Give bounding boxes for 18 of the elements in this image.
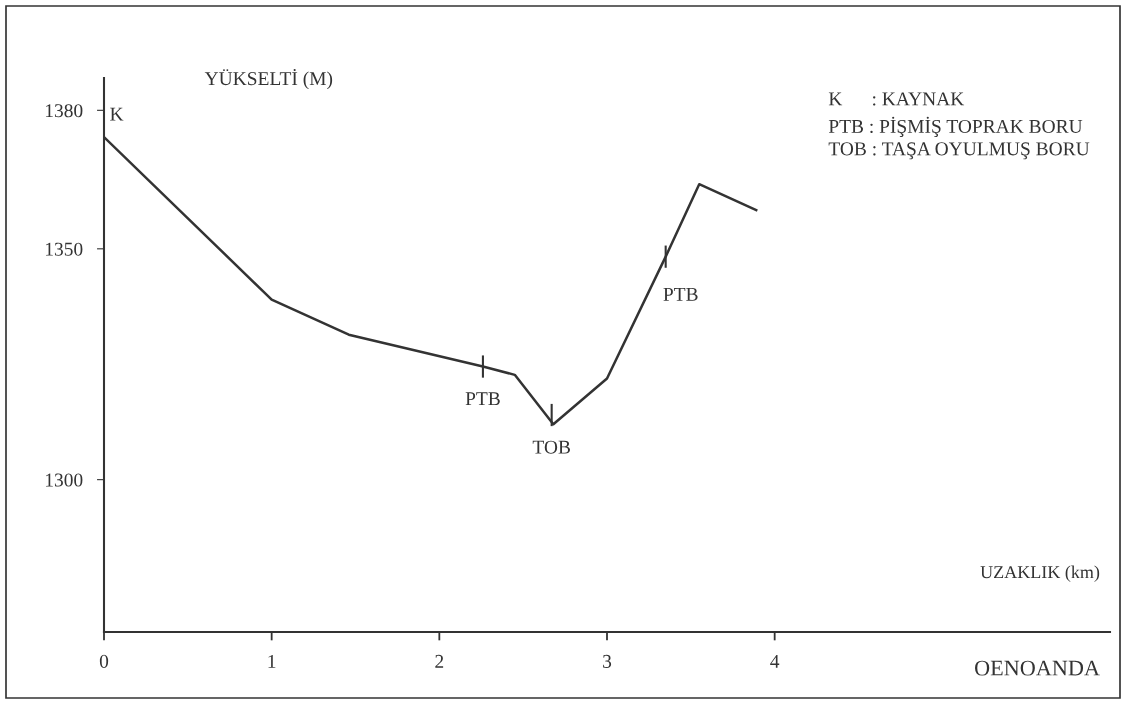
x-tick-label: 1 [268,654,276,668]
annotation: TOB [532,440,570,454]
annotation: PTB [663,287,698,301]
annotation: K [110,107,124,121]
y-tick-label: 1350 [45,242,83,256]
annotation: PTB : PİŞMİŞ TOPRAK BORU [828,116,1083,137]
annotation: PTB [465,392,500,406]
x-tick-label: 2 [435,654,444,668]
x-tick-label: 3 [603,654,612,668]
y-tick-label: 1300 [45,473,83,487]
x-tick-label: 4 [770,654,780,668]
x-axis-title: UZAKLIK (km) [980,565,1100,582]
y-tick-label: 1380 [45,104,83,118]
x-tick-label: 0 [99,654,109,668]
text: OENOANDA [975,660,1100,676]
annotation: TOB : TAŞA OYULMUŞ BORU [828,142,1090,160]
annotation: K : KAYNAK [828,92,965,106]
y-axis-title: YÜKSELTİ (M) [204,68,333,90]
